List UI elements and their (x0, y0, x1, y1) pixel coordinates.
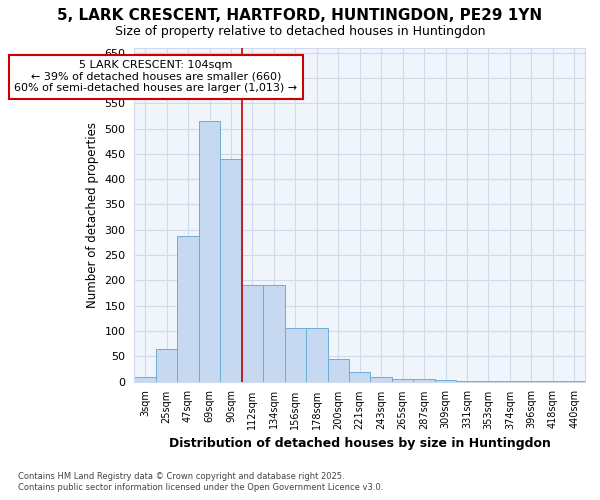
Bar (220, 159, 242, 382)
Bar (178, 236, 199, 382)
Y-axis label: Number of detached properties: Number of detached properties (86, 122, 99, 308)
Bar (542, 381, 563, 382)
Bar (156, 348, 178, 382)
Bar (392, 379, 413, 382)
Bar (478, 381, 499, 382)
Bar (435, 380, 456, 382)
Bar (328, 359, 349, 382)
Text: Contains HM Land Registry data © Crown copyright and database right 2025.
Contai: Contains HM Land Registry data © Crown c… (18, 472, 383, 492)
Bar (370, 376, 392, 382)
Bar (349, 372, 370, 382)
Bar (284, 328, 306, 382)
Text: 5 LARK CRESCENT: 104sqm
← 39% of detached houses are smaller (660)
60% of semi-d: 5 LARK CRESCENT: 104sqm ← 39% of detache… (14, 60, 298, 94)
Bar (563, 381, 585, 382)
Bar (199, 121, 220, 382)
Bar (134, 376, 156, 382)
Text: 5, LARK CRESCENT, HARTFORD, HUNTINGDON, PE29 1YN: 5, LARK CRESCENT, HARTFORD, HUNTINGDON, … (58, 8, 542, 22)
Bar (306, 328, 328, 382)
Text: Size of property relative to detached houses in Huntingdon: Size of property relative to detached ho… (115, 25, 485, 38)
X-axis label: Distribution of detached houses by size in Huntingdon: Distribution of detached houses by size … (169, 437, 551, 450)
Bar (242, 286, 263, 382)
Bar (499, 381, 521, 382)
Bar (521, 381, 542, 382)
Bar (263, 286, 284, 382)
Bar (413, 379, 435, 382)
Bar (456, 380, 478, 382)
